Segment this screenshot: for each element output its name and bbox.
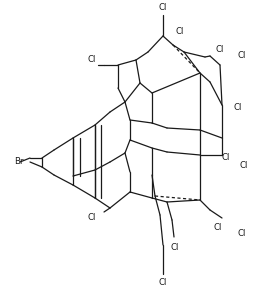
Text: Cl: Cl (159, 3, 167, 12)
Text: Cl: Cl (176, 27, 184, 36)
Text: Cl: Cl (215, 46, 223, 55)
Text: Cl: Cl (238, 52, 246, 60)
Text: Cl: Cl (171, 243, 179, 252)
Text: Cl: Cl (88, 55, 96, 64)
Text: Cl: Cl (159, 278, 167, 287)
Text: Cl: Cl (233, 103, 241, 113)
Text: Cl: Cl (238, 229, 246, 238)
Text: Cl: Cl (88, 213, 96, 223)
Text: Cl: Cl (213, 224, 221, 232)
Text: Br: Br (14, 158, 24, 167)
Text: Cl: Cl (222, 153, 230, 162)
Text: Cl: Cl (240, 161, 248, 170)
